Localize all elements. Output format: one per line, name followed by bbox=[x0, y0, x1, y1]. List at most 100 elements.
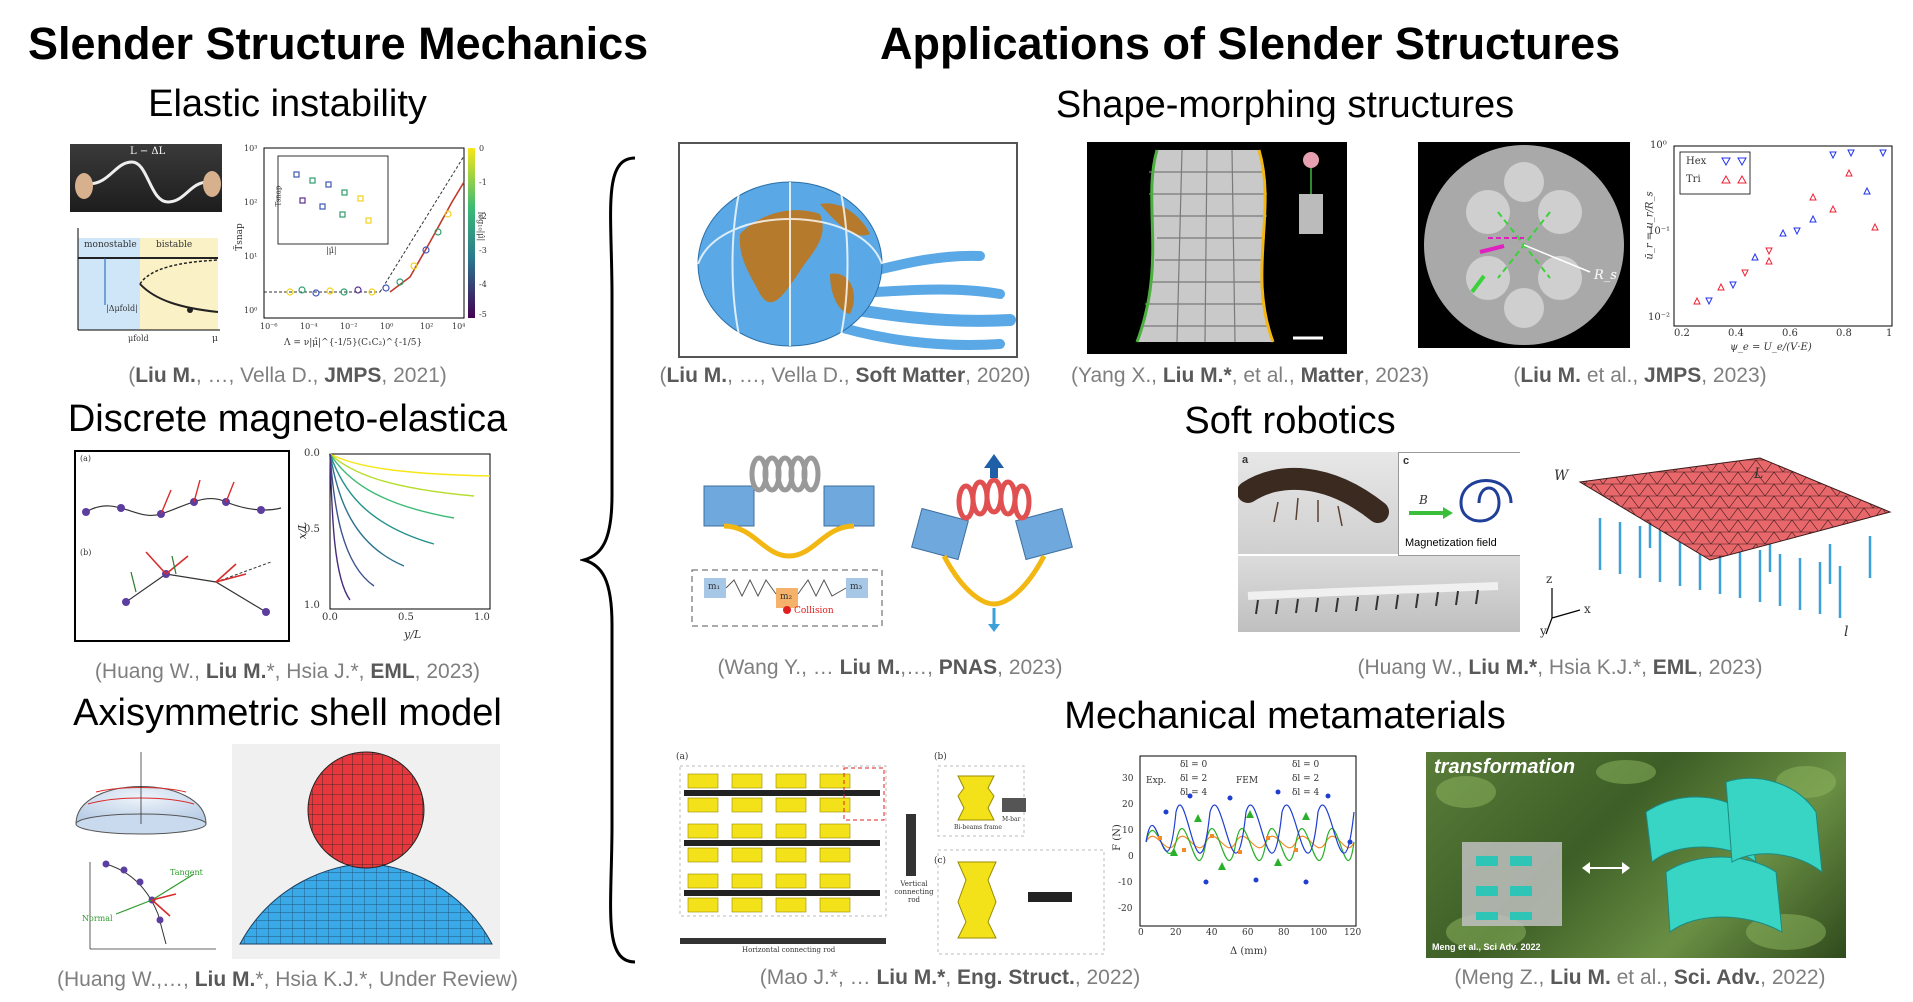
figure-millipede: a c B Magnetization field bbox=[1238, 452, 1520, 632]
photo-credit: Meng et al., Sci Adv. 2022 bbox=[1432, 942, 1541, 952]
magnetization-c-label: c bbox=[1403, 455, 1410, 467]
scaling-xtick-3: 10⁰ bbox=[380, 322, 394, 331]
force-ytick-0: 30 bbox=[1122, 774, 1134, 784]
rs-label: R_s bbox=[1594, 268, 1617, 283]
citation-eml-soft: (Huang W., Liu M.*, Hsia K.J.*, EML, 202… bbox=[1357, 656, 1763, 679]
grid-axis-z: z bbox=[1546, 572, 1553, 586]
force-xtick-1: 20 bbox=[1170, 928, 1182, 938]
magnetization-label: Magnetization field bbox=[1405, 537, 1497, 549]
normal-label: Normal bbox=[82, 914, 113, 923]
deflection-xtick-1: 0.5 bbox=[398, 612, 414, 623]
jmps-ytick-2: 10⁻² bbox=[1648, 312, 1671, 323]
right-heading: Applications of Slender Structures bbox=[880, 18, 1621, 69]
meta-mbar-label: M-bar bbox=[1002, 816, 1021, 823]
jmps-legend-tri: Tri bbox=[1686, 174, 1701, 185]
section-title-shape-morphing: Shape-morphing structures bbox=[1055, 84, 1515, 126]
force-legend-exp-2: δl = 4 bbox=[1180, 788, 1208, 798]
deflection-ytick-0: 0.0 bbox=[304, 448, 320, 459]
citation-jmps-2023: (Liu M. et al., JMPS, 2023) bbox=[1513, 364, 1767, 387]
cbar-tick-2: -2 bbox=[479, 212, 487, 221]
mass-label-2: m₂ bbox=[780, 592, 793, 602]
citation-matter: (Yang X., Liu M.*, et al., Matter, 2023) bbox=[1071, 364, 1429, 387]
meta-b-label: (b) bbox=[934, 752, 947, 762]
jmps-xtick-4: 1 bbox=[1886, 328, 1893, 339]
scaling-xtick-4: 10² bbox=[420, 322, 434, 331]
scaling-xtick-1: 10⁻⁴ bbox=[300, 322, 318, 331]
panel-b-label: (b) bbox=[80, 548, 92, 557]
force-ytick-2: 10 bbox=[1122, 826, 1134, 836]
figure-metamaterial-schematic: (a) (b) (c) Vertical connecting rod Hori… bbox=[676, 752, 1106, 958]
force-legend-fem-1: δl = 2 bbox=[1292, 774, 1320, 784]
citation-elastic: (Liu M., …, Vella D., JMPS, 2021) bbox=[128, 364, 447, 387]
b-field-label: B bbox=[1419, 493, 1428, 507]
citation-soft-matter: (Liu M., …, Vella D., Soft Matter, 2020) bbox=[659, 364, 1031, 387]
transformation-label: transformation bbox=[1434, 756, 1576, 778]
figure-force-plot: Exp. FEM δl = 0 δl = 2 δl = 4 δl = 0 δl … bbox=[1106, 752, 1362, 962]
deflection-xlabel: y/L bbox=[404, 628, 422, 641]
rod-schematic: (a) (b) bbox=[74, 450, 290, 642]
figure-vase bbox=[1087, 142, 1347, 354]
strip-label: L − ΔL bbox=[130, 146, 166, 157]
magnetization-inset: c B Magnetization field bbox=[1398, 452, 1520, 556]
force-legend-fem-0: δl = 0 bbox=[1292, 760, 1320, 770]
cbar-tick-1: -1 bbox=[479, 178, 487, 187]
robot-photo bbox=[1238, 556, 1520, 632]
grid-axis-y: y bbox=[1540, 624, 1547, 638]
section-title-soft-robotics: Soft robotics bbox=[1184, 400, 1396, 442]
jmps-legend-hex: Hex bbox=[1686, 156, 1707, 167]
figure-jmps-photo: R_s bbox=[1418, 142, 1630, 348]
collision-label: Collision bbox=[794, 606, 834, 616]
figure-magneto-elastica: (a) (b) y/L x/L 0.0 0.5 1.0 0.0 0.5 1.0 bbox=[72, 448, 502, 643]
scaling-ytick-2: 10¹ bbox=[244, 252, 258, 261]
citation-eng-struct: (Mao J.*, … Liu M.*, Eng. Struct., 2022) bbox=[759, 966, 1141, 989]
delta-mufold-label: |Δμfold| bbox=[106, 304, 138, 313]
mufold-label: μfold bbox=[128, 334, 149, 343]
deflection-ytick-2: 1.0 bbox=[304, 600, 320, 611]
curly-brace bbox=[580, 156, 636, 964]
cbar-tick-3: -3 bbox=[479, 246, 487, 255]
deflection-xtick-2: 1.0 bbox=[474, 612, 490, 623]
figure-transformation-photo: transformation Meng et al., Sci Adv. 202… bbox=[1426, 752, 1846, 958]
scaling-ytick-0: 10³ bbox=[244, 144, 258, 153]
meta-frame-label: Bi-beams frame bbox=[954, 824, 1002, 831]
meta-horizontal-label: Horizontal connecting rod bbox=[742, 946, 836, 954]
force-legend-fem: FEM bbox=[1236, 776, 1259, 786]
jmps-xlabel: ψ_e = U_e/(V·E) bbox=[1730, 342, 1812, 353]
scaling-xtick-5: 10⁴ bbox=[452, 322, 466, 331]
scaling-ylabel: T̃snap bbox=[234, 223, 245, 251]
meta-a-label: (a) bbox=[676, 752, 689, 762]
tangent-label: Tangent bbox=[170, 868, 203, 877]
cbar-tick-4: -4 bbox=[479, 280, 487, 289]
figure-elastic-instability: L − ΔL monostable bistable |Δμfold| μfol… bbox=[68, 142, 500, 354]
scaling-xtick-0: 10⁻⁶ bbox=[260, 322, 278, 331]
scaling-xlabel: Λ = ν|μ̂|^{-1/5}(C₁C₂)^{-1/5} bbox=[284, 338, 423, 348]
mu-label: μ bbox=[212, 334, 218, 344]
deflection-xtick-0: 0.0 bbox=[322, 612, 338, 623]
force-legend-exp: Exp. bbox=[1146, 776, 1167, 786]
grid-w-label: W bbox=[1554, 468, 1569, 484]
citation-shell: (Huang W.,…, Liu M.*, Hsia K.J.*, Under … bbox=[57, 968, 518, 991]
sphere-on-shell-render bbox=[232, 744, 500, 959]
mass-label-3: m₃ bbox=[850, 582, 863, 592]
scaling-xtick-2: 10⁻² bbox=[340, 322, 358, 331]
bifurcation-diagram: monostable bistable |Δμfold| μfold μ bbox=[70, 220, 222, 350]
force-xtick-0: 0 bbox=[1138, 928, 1144, 938]
jmps-ytick-1: 10⁻¹ bbox=[1648, 226, 1671, 237]
millipede-a-label: a bbox=[1242, 454, 1249, 466]
jmps-xtick-0: 0.2 bbox=[1674, 328, 1690, 339]
millipede-photo: a c B Magnetization field bbox=[1238, 452, 1520, 556]
section-title-metamaterials: Mechanical metamaterials bbox=[1064, 695, 1506, 737]
section-title-elastic-instability: Elastic instability bbox=[148, 83, 427, 125]
force-xtick-2: 40 bbox=[1206, 928, 1218, 938]
force-ytick-3: 0 bbox=[1128, 852, 1134, 862]
mass-label-1: m₁ bbox=[708, 582, 721, 592]
cbar-tick-0: 0 bbox=[479, 144, 485, 153]
panel-a-label: (a) bbox=[80, 454, 92, 463]
citation-pnas: (Wang Y., … Liu M.,…, PNAS, 2023) bbox=[717, 656, 1063, 679]
section-title-shell-model: Axisymmetric shell model bbox=[73, 692, 502, 734]
grid-l-label: L bbox=[1754, 466, 1764, 482]
figure-lattice-grid: W L l z x y bbox=[1540, 448, 1898, 640]
jmps-xtick-2: 0.6 bbox=[1782, 328, 1798, 339]
scaling-plot: Λ = ν|μ̂|^{-1/5}(C₁C₂)^{-1/5} T̃snap log… bbox=[230, 142, 500, 354]
force-legend-exp-0: δl = 0 bbox=[1180, 760, 1208, 770]
